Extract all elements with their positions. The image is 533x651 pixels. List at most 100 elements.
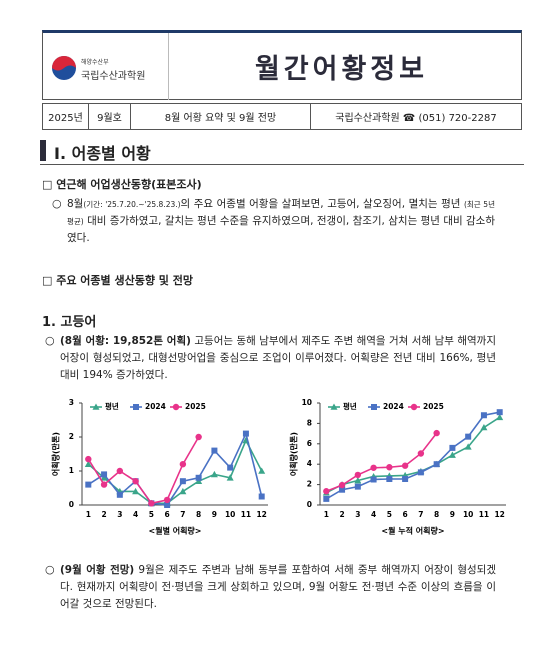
section-heading: Ⅰ. 어종별 어황 bbox=[54, 144, 151, 163]
marker bbox=[179, 461, 187, 468]
legend-label: 평년 bbox=[343, 401, 357, 411]
marker bbox=[370, 476, 377, 483]
marker bbox=[195, 474, 202, 481]
x-tick-label: 5 bbox=[387, 510, 392, 519]
x-tick-label: 12 bbox=[256, 510, 266, 519]
text: (9월 어황 전망) bbox=[60, 564, 135, 576]
y-tick-label: 8 bbox=[307, 418, 312, 427]
ministry: 해양수산부 bbox=[81, 59, 109, 66]
y-tick-label: 10 bbox=[302, 398, 312, 407]
marker bbox=[339, 486, 346, 493]
marker bbox=[338, 481, 346, 489]
marker bbox=[242, 430, 249, 437]
x-tick-label: 7 bbox=[180, 510, 185, 519]
marker bbox=[417, 469, 424, 476]
year: 2025년 bbox=[43, 104, 89, 129]
y-tick-label: 6 bbox=[307, 439, 312, 448]
info-row: 2025년 9월호 8월 어황 요약 및 9월 전망 국립수산과학원 ☎ (05… bbox=[42, 103, 522, 130]
marker bbox=[92, 403, 100, 410]
marker bbox=[116, 467, 124, 475]
x-tick-label: 1 bbox=[86, 510, 91, 519]
marker bbox=[84, 460, 92, 467]
series-line bbox=[325, 416, 501, 494]
species-heading: 1. 고등어 bbox=[42, 315, 97, 330]
bullet: ○ bbox=[45, 563, 55, 576]
subheading: □ 주요 어종별 생산동향 및 전망 bbox=[42, 274, 193, 287]
marker bbox=[354, 483, 361, 490]
header-box: 해양수산부 국립수산과학원 월간어황정보 bbox=[42, 30, 522, 100]
x-tick-label: 8 bbox=[434, 510, 439, 519]
marker bbox=[354, 471, 362, 479]
text: 대비 증가하였고, 갈치는 평년 수준을 유지하였으며, 전갱이, 참조기, 삼… bbox=[67, 215, 495, 244]
marker bbox=[449, 444, 456, 451]
y-axis-label: 어획량(만톤) bbox=[51, 432, 61, 476]
x-axis-label: <월 누적 어획량> bbox=[381, 526, 444, 536]
marker bbox=[172, 403, 180, 411]
text: 9월은 제주도 주변과 남해 동부를 포함하여 서해 중부 해역까지 어장이 형… bbox=[60, 564, 496, 610]
x-tick-label: 9 bbox=[450, 510, 455, 519]
marker bbox=[258, 467, 266, 474]
x-tick-label: 11 bbox=[479, 510, 489, 519]
x-tick-label: 3 bbox=[117, 510, 122, 519]
y-tick-label: 4 bbox=[307, 459, 312, 468]
marker bbox=[133, 404, 139, 410]
contact: 국립수산과학원 ☎ (051) 720-2287 bbox=[335, 113, 497, 124]
marker bbox=[227, 464, 234, 471]
marker bbox=[323, 488, 330, 495]
x-tick-label: 6 bbox=[403, 510, 408, 519]
x-tick-label: 6 bbox=[165, 510, 170, 519]
marker bbox=[410, 403, 418, 411]
x-tick-label: 1 bbox=[324, 510, 329, 519]
marker bbox=[116, 491, 123, 498]
marker bbox=[465, 433, 472, 440]
text: (8월 어황: 19,852톤 어획) bbox=[60, 335, 191, 347]
marker bbox=[211, 447, 218, 454]
x-tick-label: 3 bbox=[355, 510, 360, 519]
marker bbox=[417, 450, 425, 457]
marker bbox=[480, 412, 487, 419]
legend-label: 2025 bbox=[185, 402, 206, 411]
y-tick-label: 2 bbox=[307, 480, 312, 489]
x-tick-label: 5 bbox=[149, 510, 154, 519]
marker bbox=[448, 451, 456, 458]
text: 8월 bbox=[67, 198, 84, 210]
y-axis-label: 어획량(만톤) bbox=[289, 432, 299, 476]
marker bbox=[100, 474, 108, 481]
marker bbox=[433, 461, 440, 468]
x-tick-label: 2 bbox=[101, 510, 106, 519]
x-tick-label: 7 bbox=[418, 510, 423, 519]
paragraph: (8월 어황: 19,852톤 어획) 고등어는 동해 남부에서 제주도 주변 … bbox=[60, 333, 496, 384]
x-axis-label: <월별 어획량> bbox=[149, 526, 202, 536]
marker bbox=[401, 462, 409, 469]
x-tick-label: 9 bbox=[212, 510, 217, 519]
marker bbox=[179, 478, 186, 485]
marker bbox=[386, 464, 393, 471]
marker bbox=[179, 487, 187, 495]
marker bbox=[195, 477, 203, 484]
legend-label: 2025 bbox=[423, 402, 444, 411]
bullet: ○ bbox=[45, 334, 55, 347]
marker bbox=[163, 496, 171, 504]
logo bbox=[52, 56, 76, 80]
marker bbox=[330, 403, 338, 410]
marker bbox=[464, 443, 472, 450]
series-line bbox=[325, 411, 500, 500]
issue: 9월호 bbox=[89, 104, 131, 129]
x-tick-label: 2 bbox=[339, 510, 344, 519]
subheading: □ 연근해 어업생산동향(표본조사) bbox=[42, 178, 202, 191]
marker bbox=[496, 413, 504, 421]
marker bbox=[258, 493, 265, 500]
marker bbox=[210, 470, 218, 478]
series-line bbox=[87, 436, 200, 505]
y-tick-label: 0 bbox=[69, 500, 74, 509]
legend-label: 2024 bbox=[383, 402, 404, 411]
paragraph: 8월(기간: '25.7.20.~'25.8.23.)의 주요 어종별 어황을 … bbox=[67, 196, 495, 247]
marker bbox=[195, 433, 202, 441]
marker bbox=[132, 487, 140, 495]
title: 월간어황정보 bbox=[168, 33, 514, 100]
series-line bbox=[87, 438, 263, 505]
text: 고등어는 동해 남부에서 제주도 주변 해역을 거쳐 서해 남부 해역까지 어장… bbox=[60, 335, 496, 381]
